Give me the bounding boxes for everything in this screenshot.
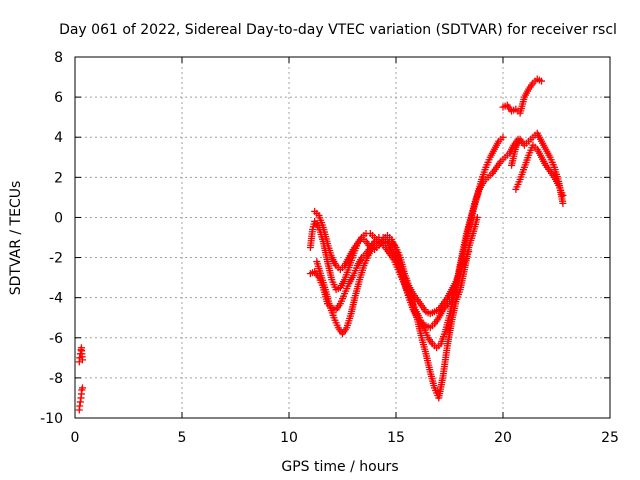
data-point xyxy=(538,77,546,85)
data-point xyxy=(473,213,481,221)
y-tick-label: 6 xyxy=(54,90,63,106)
x-tick-label: 20 xyxy=(494,430,512,446)
x-tick-label: 15 xyxy=(387,430,405,446)
x-tick-label: 0 xyxy=(71,430,80,446)
chart-title: Day 061 of 2022, Sidereal Day-to-day VTE… xyxy=(59,22,617,38)
data-point xyxy=(78,356,86,364)
series-arc-f xyxy=(508,129,567,207)
series-arc-d xyxy=(313,135,522,352)
data-marks xyxy=(75,75,567,414)
y-tick-label: -8 xyxy=(49,371,63,387)
series-arc-a xyxy=(306,133,507,332)
series-arc-g xyxy=(512,141,567,199)
data-point xyxy=(559,191,567,199)
y-tick-label: 8 xyxy=(54,50,63,66)
y-tick-label: -10 xyxy=(40,411,63,427)
x-tick-label: 10 xyxy=(280,430,298,446)
y-tick-label: 4 xyxy=(54,130,63,146)
data-point xyxy=(559,199,567,207)
series-arc-e xyxy=(499,75,546,117)
y-tick-label: -2 xyxy=(49,251,63,267)
tick-labels: 0 5 10 15 20 25 -10 -8 -6 -4 -2 0 2 4 6 8 xyxy=(40,50,619,446)
plot-frame xyxy=(74,56,611,419)
y-tick-label: 2 xyxy=(54,170,63,186)
y-tick-label: 0 xyxy=(54,210,63,226)
series-arc-early-1 xyxy=(75,344,86,366)
data-point xyxy=(465,248,473,256)
y-axis-label: SDTVAR / TECUs xyxy=(8,181,24,296)
axis-ticks xyxy=(74,56,611,419)
x-tick-label: 25 xyxy=(601,430,619,446)
data-point xyxy=(499,133,507,141)
grid-lines xyxy=(75,57,610,418)
x-tick-label: 5 xyxy=(178,430,187,446)
data-point xyxy=(78,384,86,392)
y-tick-label: -4 xyxy=(49,291,63,307)
y-tick-label: -6 xyxy=(49,331,63,347)
x-axis-label: GPS time / hours xyxy=(281,459,398,475)
series-arc-early-2 xyxy=(75,384,86,414)
